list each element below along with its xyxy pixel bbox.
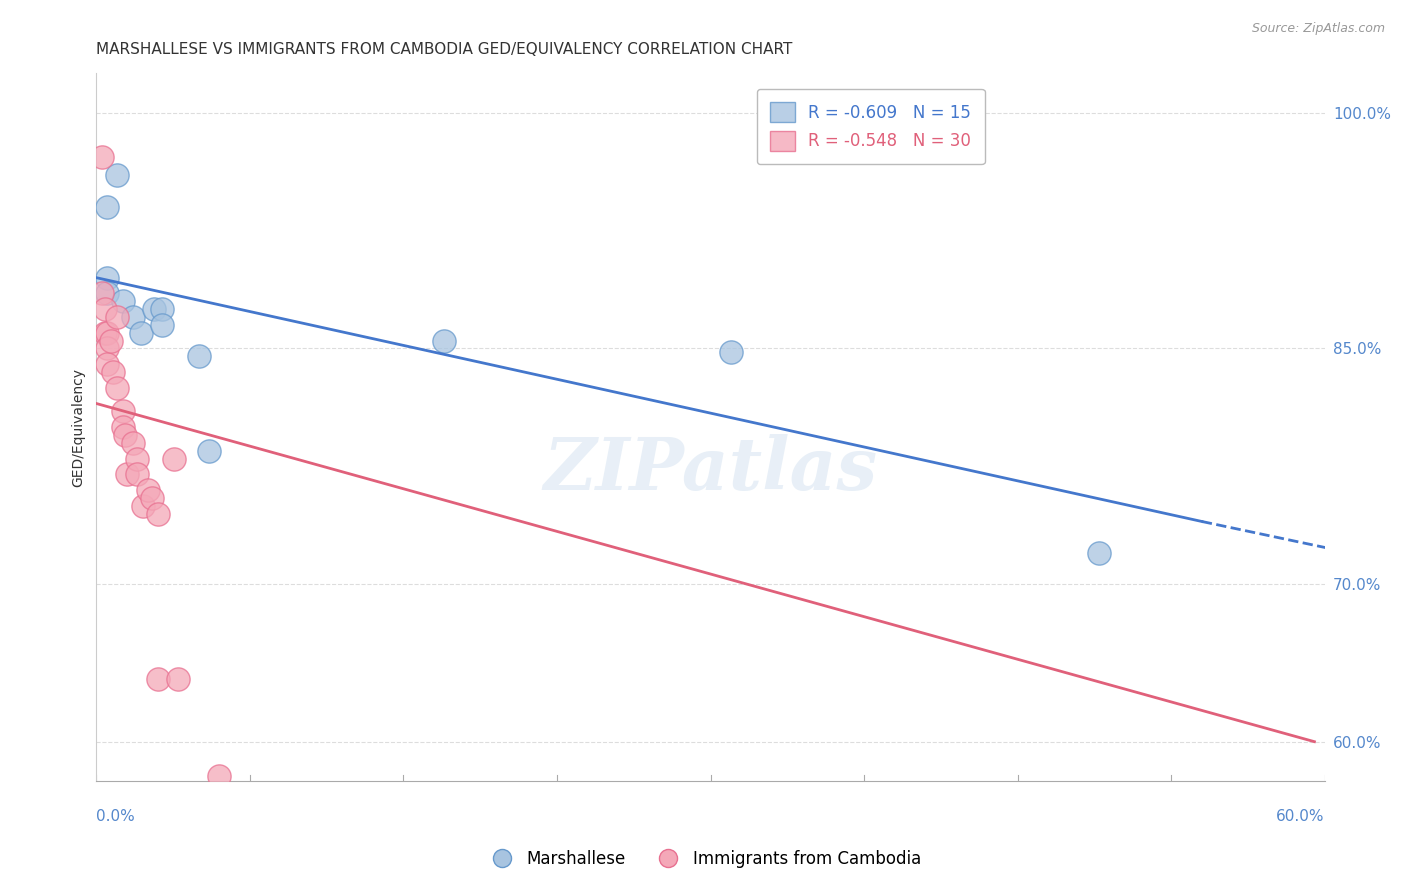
Point	[146, 672, 169, 686]
Point	[96, 357, 118, 371]
Point	[91, 286, 114, 301]
Legend: Marshallese, Immigrants from Cambodia: Marshallese, Immigrants from Cambodia	[478, 844, 928, 875]
Text: 60.0%: 60.0%	[1277, 809, 1324, 824]
Point	[111, 420, 134, 434]
Point	[114, 428, 136, 442]
Point	[93, 326, 115, 340]
Point	[111, 404, 134, 418]
Text: MARSHALLESE VS IMMIGRANTS FROM CAMBODIA GED/EQUIVALENCY CORRELATION CHART: MARSHALLESE VS IMMIGRANTS FROM CAMBODIA …	[97, 42, 793, 57]
Point	[141, 491, 163, 505]
Point	[433, 334, 456, 348]
Legend: R = -0.609   N = 15, R = -0.548   N = 30: R = -0.609 N = 15, R = -0.548 N = 30	[756, 88, 984, 164]
Point	[163, 451, 186, 466]
Point	[720, 344, 742, 359]
Point	[96, 342, 118, 356]
Point	[96, 270, 118, 285]
Text: ZIPatlas: ZIPatlas	[544, 434, 877, 505]
Point	[280, 805, 302, 820]
Point	[150, 302, 173, 317]
Point	[101, 365, 124, 379]
Point	[136, 483, 159, 497]
Point	[167, 672, 190, 686]
Y-axis label: GED/Equivalency: GED/Equivalency	[72, 368, 86, 487]
Point	[146, 507, 169, 521]
Point	[228, 804, 250, 818]
Point	[93, 302, 115, 317]
Point	[863, 876, 886, 890]
Point	[127, 467, 149, 482]
Point	[96, 326, 118, 340]
Point	[105, 310, 128, 324]
Point	[127, 451, 149, 466]
Point	[122, 435, 145, 450]
Point	[198, 443, 221, 458]
Text: Source: ZipAtlas.com: Source: ZipAtlas.com	[1251, 22, 1385, 36]
Point	[150, 318, 173, 332]
Point	[208, 769, 231, 783]
Point	[132, 499, 155, 513]
Point	[91, 150, 114, 164]
Point	[96, 286, 118, 301]
Point	[142, 302, 165, 317]
Point	[1088, 546, 1111, 560]
Text: 0.0%: 0.0%	[97, 809, 135, 824]
Point	[187, 349, 209, 363]
Point	[100, 334, 122, 348]
Point	[105, 381, 128, 395]
Point	[111, 294, 134, 309]
Point	[105, 169, 128, 183]
Point	[96, 200, 118, 214]
Point	[115, 467, 138, 482]
Point	[131, 326, 153, 340]
Point	[122, 310, 145, 324]
